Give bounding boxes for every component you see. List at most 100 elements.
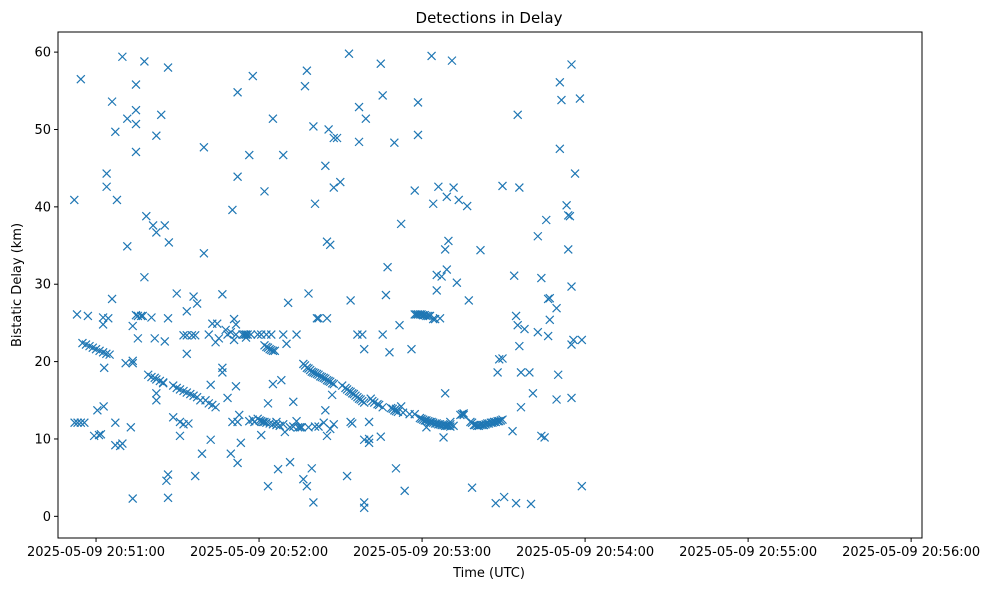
- detection-point: [307, 463, 317, 473]
- detection-point: [98, 320, 108, 329]
- y-tick-label: 20: [34, 355, 51, 370]
- detection-point: [499, 492, 509, 502]
- detection-point: [359, 398, 369, 408]
- detection-point: [427, 51, 437, 61]
- detection-point: [407, 344, 416, 354]
- detection-point: [545, 315, 555, 325]
- detection-point: [514, 341, 524, 351]
- detection-point: [449, 183, 459, 192]
- detection-point: [577, 481, 587, 491]
- detection-point: [329, 183, 339, 192]
- detection-point: [389, 138, 399, 148]
- y-tick-label: 60: [34, 46, 51, 61]
- detection-point: [567, 340, 576, 349]
- detection-point: [147, 372, 156, 382]
- detection-point: [423, 311, 433, 321]
- detection-point: [273, 464, 283, 474]
- detection-point: [229, 335, 239, 345]
- detection-point: [410, 409, 420, 419]
- detection-point: [432, 270, 442, 280]
- detection-point: [432, 419, 442, 428]
- detection-point: [234, 410, 244, 420]
- detection-point: [376, 432, 386, 442]
- detection-point: [308, 497, 318, 507]
- detection-point: [256, 416, 266, 426]
- detection-point: [514, 183, 524, 192]
- detection-point: [258, 417, 268, 427]
- detection-point: [156, 110, 166, 120]
- detection-point: [217, 363, 227, 373]
- detection-point: [413, 130, 423, 140]
- detection-point: [385, 347, 394, 357]
- detection-point: [364, 434, 374, 444]
- detection-point: [223, 393, 232, 403]
- detection-point: [364, 438, 374, 448]
- detection-point: [361, 114, 371, 124]
- detection-point: [314, 313, 323, 323]
- detection-point: [128, 494, 138, 503]
- detection-point: [344, 49, 354, 59]
- detection-point: [233, 172, 243, 182]
- detection-point: [197, 449, 207, 459]
- detection-point: [92, 405, 102, 415]
- detection-point: [282, 339, 291, 349]
- detection-point: [329, 379, 339, 389]
- detection-point: [102, 169, 112, 179]
- detection-point: [378, 91, 388, 100]
- detection-point: [266, 330, 276, 339]
- detection-point: [493, 416, 503, 426]
- detection-point: [378, 330, 388, 339]
- detection-point: [437, 272, 447, 281]
- detection-point: [484, 419, 494, 428]
- detection-point: [400, 486, 410, 496]
- detection-point: [464, 296, 474, 305]
- detection-point: [221, 325, 231, 335]
- detection-point: [131, 105, 141, 115]
- detection-point: [396, 402, 406, 411]
- detection-point: [212, 319, 222, 329]
- detection-point: [454, 195, 464, 205]
- detection-point: [190, 471, 200, 481]
- detection-point: [435, 419, 445, 429]
- detection-point: [498, 181, 507, 191]
- detection-point: [442, 192, 452, 202]
- detection-point: [229, 314, 239, 324]
- detection-point: [163, 313, 173, 323]
- detection-point: [231, 330, 241, 339]
- detection-point: [263, 398, 273, 408]
- detection-point: [391, 463, 401, 473]
- detection-point: [244, 150, 254, 160]
- detection-point: [163, 63, 173, 73]
- detection-point: [199, 142, 209, 152]
- detection-point: [421, 311, 431, 321]
- detection-point: [332, 133, 342, 143]
- detection-point: [552, 303, 561, 313]
- detection-point: [94, 430, 104, 440]
- detection-point: [76, 74, 86, 84]
- detection-point: [278, 419, 288, 429]
- detection-point: [233, 87, 243, 97]
- detection-point: [513, 110, 523, 120]
- detection-point: [312, 313, 322, 323]
- detection-point: [268, 346, 278, 356]
- detection-point: [322, 313, 332, 323]
- detection-point: [110, 418, 120, 428]
- detection-point: [253, 330, 263, 339]
- detection-point: [444, 236, 453, 246]
- detection-point: [493, 368, 503, 377]
- detection-point: [276, 375, 286, 385]
- x-axis: 2025-05-09 20:51:00 2025-05-09 20:52:00 20…: [27, 538, 980, 560]
- detection-point: [329, 419, 339, 429]
- detection-point: [432, 285, 442, 295]
- detection-point: [359, 503, 369, 513]
- detection-point: [112, 195, 122, 205]
- detection-point: [204, 330, 214, 339]
- detection-point: [226, 449, 236, 459]
- detection-point: [261, 418, 271, 428]
- detection-point: [428, 199, 438, 209]
- detection-point: [327, 390, 337, 400]
- detection-point: [511, 311, 521, 321]
- detection-point: [488, 418, 497, 428]
